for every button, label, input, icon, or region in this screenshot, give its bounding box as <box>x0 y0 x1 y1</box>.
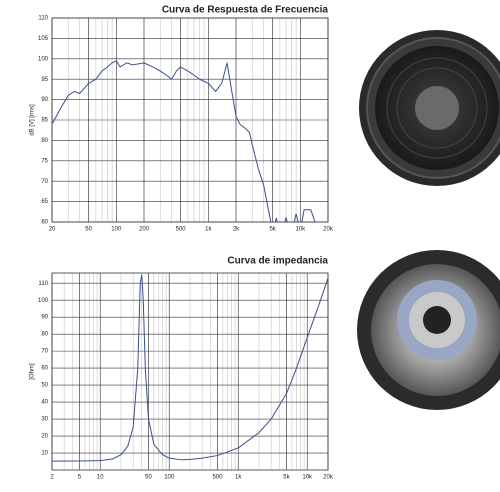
series-line <box>52 60 328 222</box>
y-tick-label: 50 <box>41 383 48 389</box>
x-tick-label: 2 <box>50 475 54 481</box>
x-tick-label: 5k <box>269 227 276 233</box>
y-axis-label: [Ohm] <box>30 363 36 380</box>
chart-title: Curva de impedancia <box>227 256 328 267</box>
x-tick-label: 500 <box>212 475 223 481</box>
y-tick-label: 10 <box>41 451 48 457</box>
x-tick-label: 1k <box>235 475 242 481</box>
x-tick-label: 5k <box>283 475 290 481</box>
x-tick-label: 20k <box>323 227 334 233</box>
x-tick-label: 2k <box>233 227 240 233</box>
x-tick-label: 20k <box>323 475 334 481</box>
series-line <box>52 274 328 462</box>
chart-title: Curva de Respuesta de Frecuencia <box>162 5 329 16</box>
x-tick-label: 50 <box>145 475 152 481</box>
x-tick-label: 1k <box>205 227 212 233</box>
plot-frame <box>51 17 329 223</box>
y-tick-label: 70 <box>41 179 48 185</box>
y-tick-label: 90 <box>41 97 48 103</box>
y-tick-label: 40 <box>41 400 48 406</box>
x-tick-label: 100 <box>111 227 122 233</box>
x-tick-label: 20 <box>49 227 56 233</box>
y-axis-label: dB [V] [rms] <box>30 104 36 136</box>
x-tick-label: 5 <box>78 475 82 481</box>
y-tick-label: 65 <box>41 199 48 205</box>
y-tick-label: 20 <box>41 434 48 440</box>
x-tick-label: 50 <box>85 227 92 233</box>
y-tick-label: 80 <box>41 138 48 144</box>
y-tick-label: 110 <box>38 16 48 22</box>
y-tick-label: 60 <box>41 366 48 372</box>
y-tick-label: 90 <box>41 315 48 321</box>
x-tick-label: 100 <box>164 475 175 481</box>
y-tick-label: 105 <box>38 36 49 42</box>
y-tick-label: 80 <box>41 332 48 338</box>
x-tick-label: 10k <box>302 475 313 481</box>
y-tick-label: 100 <box>38 56 49 62</box>
y-tick-label: 70 <box>41 349 48 355</box>
y-tick-label: 110 <box>38 281 48 287</box>
x-tick-label: 200 <box>139 227 150 233</box>
y-tick-label: 100 <box>38 298 49 304</box>
x-tick-label: 500 <box>176 227 187 233</box>
speaker-front <box>359 30 500 186</box>
x-tick-label: 10 <box>97 475 104 481</box>
y-tick-label: 60 <box>41 220 48 226</box>
y-tick-label: 75 <box>41 158 48 164</box>
speaker-back <box>357 250 500 410</box>
plot-frame <box>51 272 329 471</box>
y-tick-label: 30 <box>41 417 48 423</box>
x-tick-label: 10k <box>295 227 306 233</box>
y-tick-label: 85 <box>41 118 48 124</box>
y-tick-label: 95 <box>41 77 48 83</box>
